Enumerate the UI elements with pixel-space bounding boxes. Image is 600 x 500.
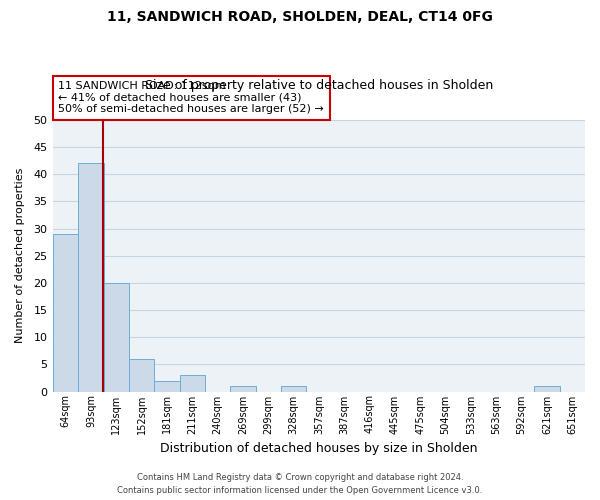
Y-axis label: Number of detached properties: Number of detached properties — [15, 168, 25, 344]
Bar — [53, 234, 79, 392]
Bar — [154, 380, 179, 392]
Bar — [281, 386, 307, 392]
Bar — [104, 283, 129, 392]
Bar — [535, 386, 560, 392]
Bar — [129, 359, 154, 392]
Text: 11 SANDWICH ROAD: 112sqm
← 41% of detached houses are smaller (43)
50% of semi-d: 11 SANDWICH ROAD: 112sqm ← 41% of detach… — [58, 82, 324, 114]
Bar — [179, 375, 205, 392]
Title: Size of property relative to detached houses in Sholden: Size of property relative to detached ho… — [145, 80, 493, 92]
X-axis label: Distribution of detached houses by size in Sholden: Distribution of detached houses by size … — [160, 442, 478, 455]
Text: 11, SANDWICH ROAD, SHOLDEN, DEAL, CT14 0FG: 11, SANDWICH ROAD, SHOLDEN, DEAL, CT14 0… — [107, 10, 493, 24]
Text: Contains HM Land Registry data © Crown copyright and database right 2024.
Contai: Contains HM Land Registry data © Crown c… — [118, 474, 482, 495]
Bar — [79, 164, 104, 392]
Bar — [230, 386, 256, 392]
